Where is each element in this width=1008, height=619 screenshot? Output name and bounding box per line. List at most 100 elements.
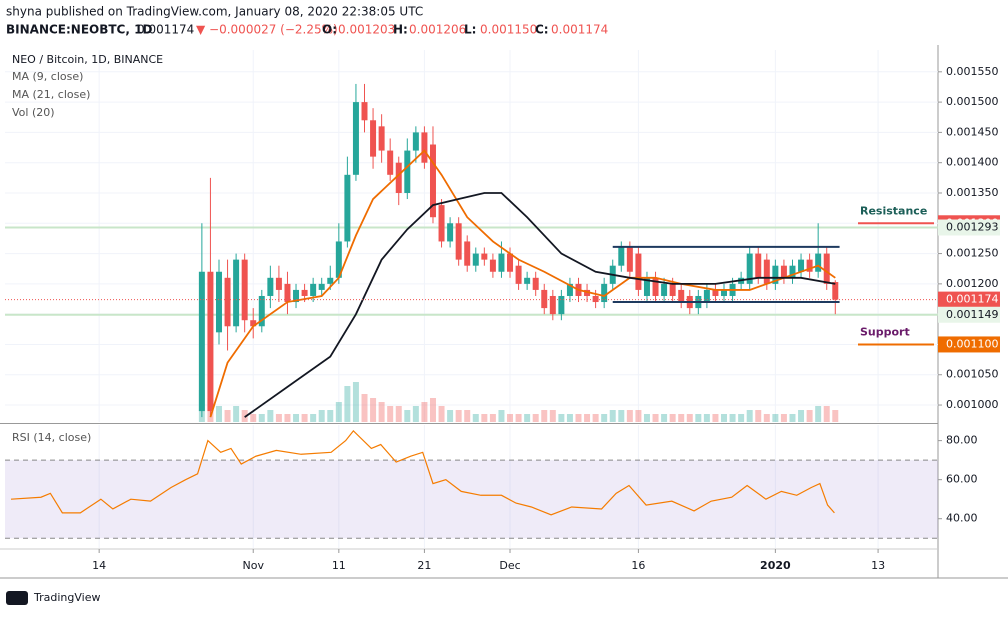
candle-body [584,289,591,296]
volume-bar [387,406,394,422]
volume-bar [344,386,351,422]
volume-bar [695,414,702,422]
volume-bar [284,414,291,422]
candle-body [618,247,625,266]
y-tick-label: 0.001550 [946,65,999,78]
price-label-box [938,336,1000,353]
volume-bar [592,414,599,422]
candle-body [327,277,334,284]
chart-title: NEO / Bitcoin, 1D, BINANCE [12,53,163,66]
volume-bar [661,414,668,422]
published-line: shyna published on TradingView.com, Janu… [6,5,423,19]
volume-bar [601,414,608,422]
candle-body [404,150,411,193]
price-label: 0.001174 [946,293,999,306]
price-label-box [938,306,1000,323]
candle-body [310,283,317,296]
ohlc-key: H: [393,23,408,37]
candle-body [532,277,539,290]
candle-body [524,277,531,284]
candle-body [507,253,514,272]
candle-body [549,295,556,315]
candle-body [464,241,471,266]
candle-body [429,144,436,218]
ohlc-key: O: [322,23,337,37]
y-tick-label: 0.001450 [946,125,999,138]
candle-body [233,259,240,327]
ohlc-key: C: [535,23,549,37]
volume-bar [729,414,736,422]
candle-body [378,126,385,151]
candle-body [789,265,796,278]
ohlc-value: 0.001150 [480,23,537,37]
candle-body [198,271,205,412]
candle-body [215,271,222,333]
candle-body [815,253,822,272]
candle-body [370,120,377,157]
volume-bar [481,414,488,422]
y-tick-label: 60.00 [946,473,978,486]
volume-bar [524,414,531,422]
volume-bar [250,414,257,422]
candle-body [558,295,565,315]
volume-bar [258,414,265,422]
x-tick-label: 21 [417,559,431,572]
rsi-title: RSI (14, close) [12,431,91,444]
candle-body [489,259,496,272]
candle-body [224,277,231,327]
price-label: 0.001149 [946,308,999,321]
candle-body [772,265,779,284]
volume-bar [541,410,548,422]
ohlc-value: 0.001206 [409,23,466,37]
legend-volume: Vol (20) [12,106,55,119]
candle-body [832,282,839,300]
candle-body [344,174,351,242]
y-tick-label: 0.001050 [946,368,999,381]
volume-bar [798,410,805,422]
volume-bar [464,410,471,422]
x-tick-label: 13 [871,559,885,572]
volume-bar [532,414,539,422]
candle-body [267,277,274,296]
volume-bar [832,410,839,422]
volume-bar [233,406,240,422]
y-tick-label: 0.001400 [946,156,999,169]
volume-bar [515,414,522,422]
legend-ma9: MA (9, close) [12,70,83,83]
volume-bar [763,414,770,422]
volume-bar [489,414,496,422]
candle-body [318,283,325,290]
change: ▼ −0.000027 (−2.25%) [196,23,338,37]
candle-body [669,283,676,296]
candle-body [412,132,419,151]
volume-bar [429,398,436,422]
price-label: 0.001100 [946,337,999,350]
volume-bar [686,414,693,422]
volume-bar [310,414,317,422]
volume-bar [412,406,419,422]
candle-body [472,253,479,266]
candle-body [481,253,488,260]
y-tick-label: 0.001500 [946,95,999,108]
volume-bar [438,406,445,422]
candle-body [301,289,308,296]
volume-bar [318,410,325,422]
x-tick-label: Nov [242,559,264,572]
ohlc-value: 0.001174 [551,23,608,37]
volume-bar [566,414,573,422]
candle-body [780,265,787,278]
candle-body [592,295,599,303]
volume-bar [215,406,222,422]
price-label: 0.001293 [946,221,999,234]
candle-body [541,289,548,309]
volume-bar [352,382,359,422]
candle-body [284,283,291,303]
candle-body [601,283,608,303]
volume-bar [301,414,308,422]
volume-bar [806,410,813,422]
candle-body [746,253,753,284]
volume-bar [224,410,231,422]
volume-bar [404,410,411,422]
candle-body [626,247,633,272]
candle-body [678,289,685,303]
